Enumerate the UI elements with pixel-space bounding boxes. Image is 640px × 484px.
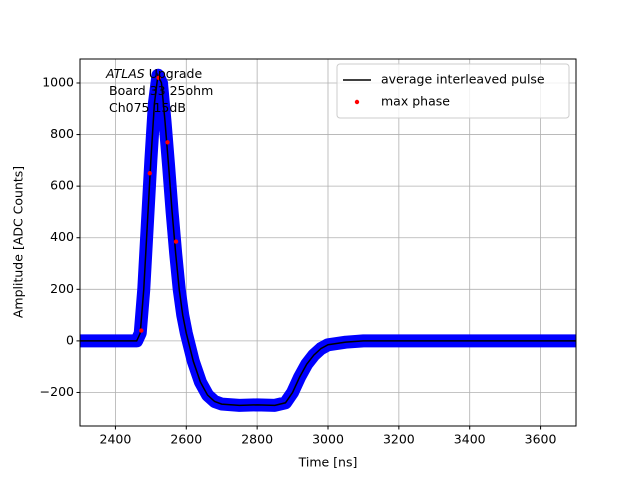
x-tick-label: 2600 <box>170 432 202 447</box>
annotation-line: Ch075 15dB <box>109 100 186 115</box>
annotation: ATLAS Upgrade Board 33 25ohm Ch075 15dB <box>105 66 213 115</box>
max-phase-point <box>139 328 144 333</box>
x-axis-label: Time [ns] <box>298 455 358 470</box>
x-tick-label: 2400 <box>100 432 132 447</box>
y-tick-label: 600 <box>50 178 74 193</box>
y-tick-label: 200 <box>50 281 74 296</box>
y-tick-label: 0 <box>66 332 74 347</box>
y-tick-label: 400 <box>50 229 74 244</box>
ticks: 2400 2600 2800 3000 3200 3400 3600 −200 0 200 400 6… <box>40 74 557 446</box>
x-tick-label: 3200 <box>383 432 415 447</box>
pulse-line <box>80 72 576 407</box>
y-tick-label: 1000 <box>42 74 74 89</box>
legend-label: average interleaved pulse <box>381 72 545 87</box>
legend: average interleaved pulse max phase <box>336 63 570 119</box>
x-tick-label: 2800 <box>241 432 273 447</box>
grid <box>80 59 576 426</box>
x-tick-label: 3600 <box>525 432 557 447</box>
legend-marker <box>354 99 360 105</box>
max-phase-point <box>156 75 161 81</box>
legend-frame <box>336 63 570 119</box>
max-phase-point <box>147 171 152 176</box>
max-phase-point <box>173 239 179 244</box>
y-tick-label: −200 <box>40 384 74 399</box>
annotation-line: Upgrade <box>149 66 203 81</box>
legend-label: max phase <box>381 94 450 109</box>
annotation-italic: ATLAS <box>105 66 145 81</box>
x-tick-label: 3000 <box>312 432 344 447</box>
annotation-line: Board 33 25ohm <box>109 83 213 98</box>
y-axis-label: Amplitude [ADC Counts] <box>11 166 26 318</box>
x-tick-label: 3400 <box>454 432 486 447</box>
plot-area <box>80 68 576 412</box>
y-tick-label: 800 <box>50 126 74 141</box>
max-phase-point <box>165 140 170 145</box>
